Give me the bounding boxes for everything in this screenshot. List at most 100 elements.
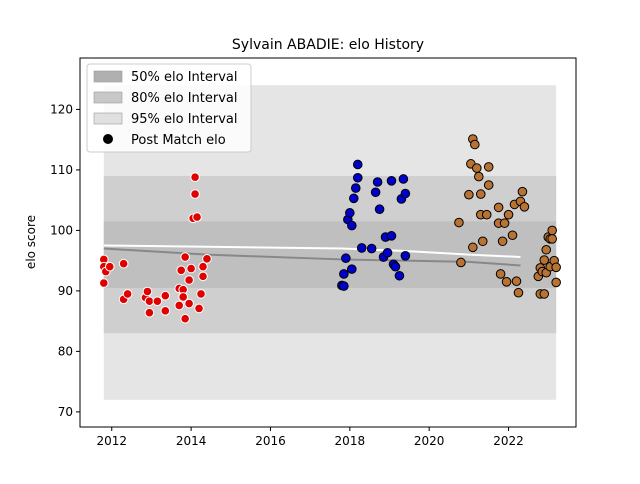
plot-frame [79, 57, 577, 428]
data-point-s2-11 [477, 236, 488, 247]
data-point-s2-19 [499, 218, 510, 228]
data-point-s2-1 [456, 257, 466, 268]
x-tick-label-2014: 2014 [176, 434, 207, 448]
data-point-s2-13 [483, 162, 494, 172]
data-point-s1-22 [390, 261, 401, 272]
data-point-s0-13 [160, 290, 171, 301]
data-point-s0-21 [180, 313, 190, 324]
data-point-s1-1 [339, 281, 349, 291]
data-point-s2-28 [519, 202, 530, 212]
data-point-s1-19 [386, 175, 397, 186]
legend-swatch-0 [93, 70, 123, 83]
data-point-s2-6 [470, 139, 480, 150]
data-point-s0-29 [194, 303, 204, 314]
data-point-s0-30 [196, 289, 206, 299]
data-point-s1-3 [341, 253, 351, 264]
data-point-s1-25 [398, 174, 409, 184]
x-tick-label-2016: 2016 [255, 434, 286, 448]
y-axis-label: elo score [24, 215, 38, 269]
legend-box [86, 63, 252, 153]
data-point-s2-17 [495, 269, 506, 279]
data-point-s0-23 [184, 275, 194, 285]
data-point-s0-14 [160, 306, 171, 316]
data-point-s0-9 [142, 286, 153, 297]
data-point-s2-12 [481, 209, 492, 220]
y-tick-label-80: 80 [58, 344, 73, 358]
data-point-s1-27 [400, 251, 411, 261]
data-point-s2-35 [541, 244, 552, 255]
data-point-s2-43 [551, 262, 561, 273]
data-point-s0-10 [144, 296, 155, 306]
x-tick-label-2012: 2012 [96, 434, 127, 448]
data-point-s2-21 [503, 209, 514, 220]
data-point-s0-28 [192, 212, 202, 222]
data-point-s1-5 [345, 208, 355, 218]
data-point-s1-13 [370, 187, 381, 198]
data-point-s2-8 [473, 171, 484, 182]
data-point-s0-32 [198, 271, 208, 282]
data-point-s0-19 [178, 292, 188, 302]
y-axis: 70 80 90 100 110 120 [50, 102, 80, 419]
data-point-s0-22 [184, 298, 194, 309]
data-point-s0-33 [202, 254, 212, 264]
data-point-s1-26 [400, 188, 411, 199]
data-point-s2-15 [493, 202, 504, 213]
data-point-s0-24 [186, 263, 196, 274]
data-point-s1-20 [386, 231, 397, 241]
mean-line-1 [103, 247, 521, 267]
legend-label-2: 95% elo Interval [131, 112, 238, 127]
data-point-s1-15 [374, 204, 385, 215]
legend-swatch-2 [93, 112, 123, 125]
data-point-s1-23 [394, 270, 405, 281]
data-point-s2-18 [497, 236, 508, 247]
legend-swatch-1 [93, 91, 123, 104]
data-point-s2-24 [511, 276, 522, 287]
data-point-s0-11 [144, 307, 155, 318]
data-point-s1-28 [366, 243, 377, 254]
y-tick-label-100: 100 [50, 223, 73, 237]
data-point-s0-27 [190, 189, 200, 199]
data-point-s1-9 [350, 183, 361, 193]
data-point-s2-40 [547, 225, 557, 236]
data-point-s0-5 [118, 258, 129, 269]
data-point-s2-9 [475, 189, 486, 199]
data-point-s1-8 [348, 193, 359, 204]
chart-title: Sylvain ABADIE: elo History [232, 37, 424, 53]
data-point-s1-2 [339, 269, 349, 279]
data-point-s1-10 [352, 172, 363, 183]
data-point-s0-12 [152, 296, 163, 306]
data-point-s2-27 [517, 186, 528, 197]
data-point-s1-7 [347, 264, 357, 274]
data-point-s1-18 [382, 247, 393, 258]
data-point-s2-7 [472, 163, 482, 173]
data-point-s2-2 [464, 189, 474, 200]
data-point-s2-0 [454, 217, 464, 228]
data-point-s1-14 [372, 177, 383, 187]
y-tick-label-70: 70 [58, 405, 73, 419]
data-point-s0-4 [104, 261, 115, 272]
x-tick-label-2018: 2018 [335, 434, 366, 448]
data-point-s0-7 [122, 289, 133, 299]
legend-label-0: 50% elo Interval [131, 70, 238, 85]
legend: 50% elo Interval 80% elo Interval 95% elo … [86, 63, 252, 153]
data-point-s1-6 [347, 220, 357, 231]
data-point-s0-31 [198, 261, 208, 272]
data-point-s2-34 [539, 255, 550, 265]
data-point-s2-33 [539, 289, 550, 299]
x-axis: 2012 2014 2016 2018 2020 2022 [96, 427, 524, 448]
legend-marker-3 [103, 134, 113, 144]
x-tick-label-2020: 2020 [414, 434, 445, 448]
y-tick-label-110: 110 [50, 163, 73, 177]
legend-label-1: 80% elo Interval [131, 91, 238, 106]
data-point-s2-20 [501, 277, 512, 287]
data-point-s0-17 [176, 265, 186, 276]
data-point-s0-26 [190, 172, 200, 182]
data-point-s2-14 [483, 180, 494, 190]
data-point-s2-4 [468, 242, 478, 253]
data-point-s0-16 [174, 300, 184, 311]
data-point-s1-11 [352, 159, 363, 170]
data-point-s0-2 [99, 278, 109, 288]
data-point-s2-44 [551, 277, 561, 288]
